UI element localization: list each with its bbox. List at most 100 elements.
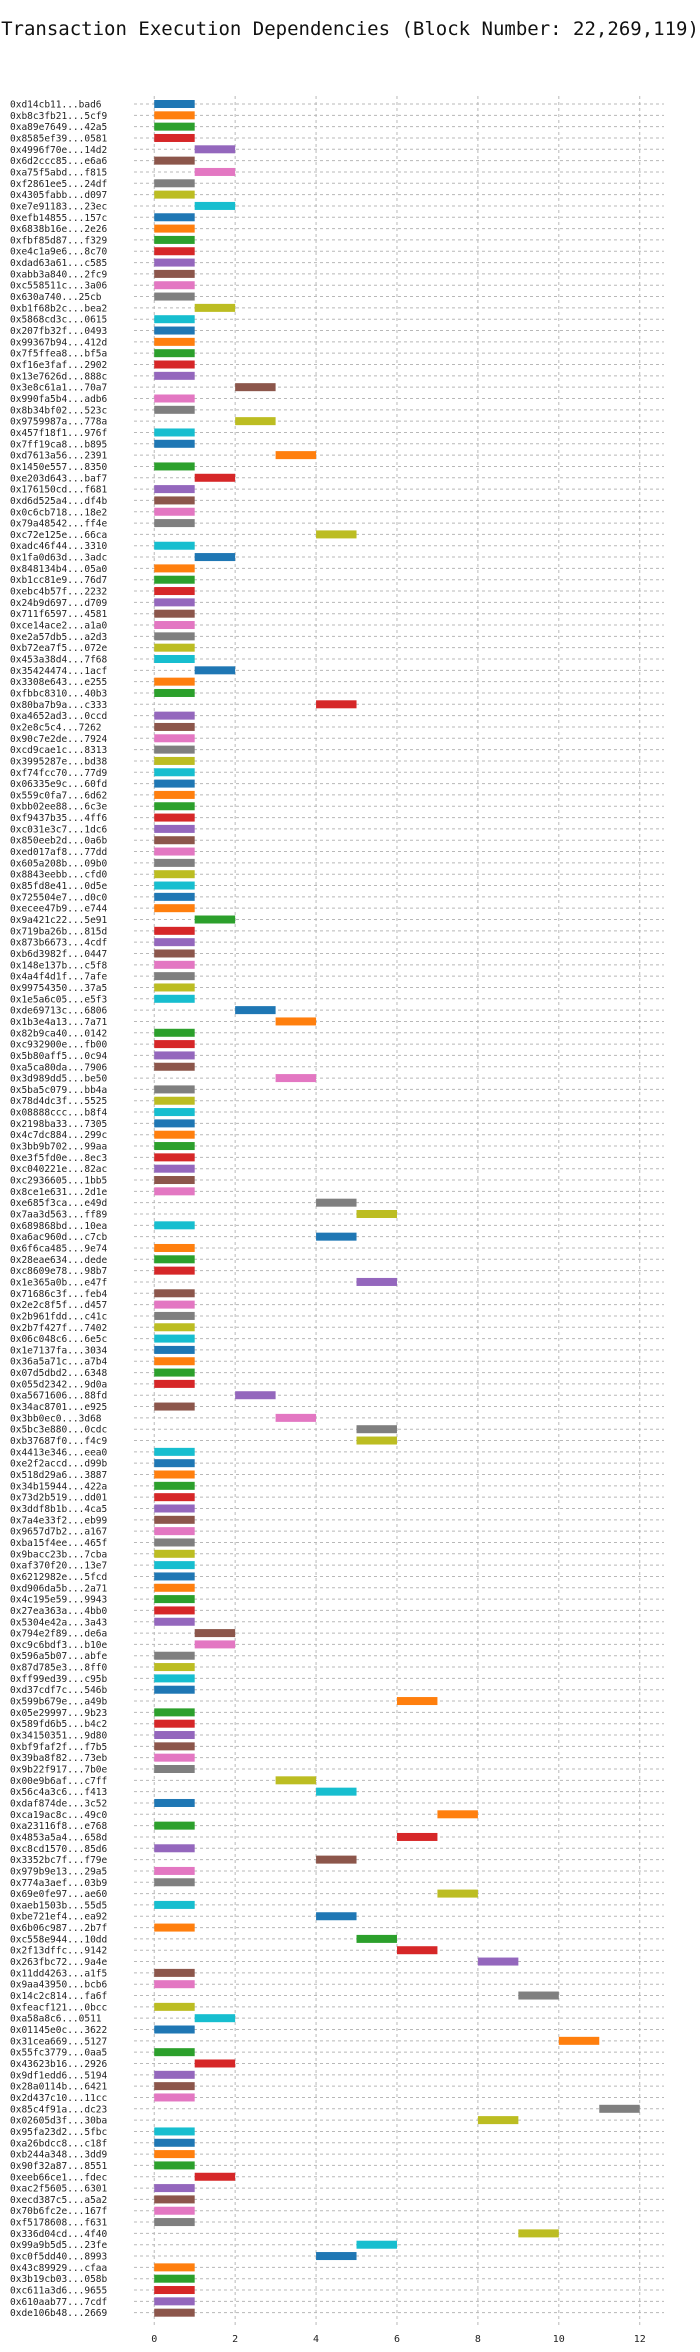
y-tick-label: 0x3995287e...bd38 xyxy=(10,756,108,767)
y-tick-label: 0x589fd6b5...b4c2 xyxy=(10,1719,107,1730)
y-tick-label: 0xeeb66ce1...fdec xyxy=(10,2172,107,2183)
tx-bar xyxy=(194,666,236,675)
y-tick-label: 0x9657d7b2...a167 xyxy=(10,1527,107,1538)
y-tick-label: 0x85fd8e41...0d5e xyxy=(10,881,108,892)
y-tick-label: 0x00e9b6af...c7ff xyxy=(10,1776,107,1787)
tx-bar xyxy=(154,1617,195,1626)
tx-bar xyxy=(154,394,195,403)
tx-bar xyxy=(154,655,195,663)
y-tick-label: 0xa5ca80da...7906 xyxy=(10,1062,108,1073)
y-tick-label: 0xd37cdf7c...546b xyxy=(10,1685,108,1696)
y-tick-label: 0xc932900e...fb00 xyxy=(10,1040,108,1051)
y-tick-label: 0xb1cc81e9...76d7 xyxy=(10,575,107,586)
tx-bar xyxy=(154,1504,195,1513)
y-tick-label: 0x99754350...37a5 xyxy=(10,983,107,994)
y-tick-label: 0x7aa3d563...ff89 xyxy=(10,1210,108,1221)
y-tick-label: 0x559c0fa7...6d62 xyxy=(10,790,107,801)
y-tick-label: 0xc031e3c7...1dc6 xyxy=(10,824,108,835)
y-tick-label: 0x82b9ca40...0142 xyxy=(10,1028,107,1039)
y-tick-label: 0x2b961fdd...c41c xyxy=(10,1311,107,1322)
tx-bar xyxy=(154,100,195,108)
tx-bar xyxy=(154,938,195,947)
y-tick-label: 0xe2f2accd...d99b xyxy=(10,1459,108,1470)
x-tick-label: 0 xyxy=(151,2334,157,2345)
y-tick-label: 0x85c4f91a...dc23 xyxy=(10,2104,107,2115)
y-tick-label: 0x6b06c987...2b7f xyxy=(10,1923,107,1934)
y-tick-label: 0x3e8c61a1...70a7 xyxy=(10,383,107,394)
tx-bar xyxy=(154,1153,195,1162)
tx-bar xyxy=(194,2172,236,2181)
tx-bar xyxy=(154,1765,195,1773)
y-tick-label: 0xb8c3fb21...5cf9 xyxy=(10,111,108,122)
y-tick-label: 0xb72ea7f5...072e xyxy=(10,643,108,654)
tx-bar xyxy=(154,1357,195,1366)
tx-bar xyxy=(154,1685,195,1694)
y-tick-label: 0xba15f4ee...465f xyxy=(10,1538,107,1549)
y-tick-label: 0x9df1edd6...5194 xyxy=(10,2070,108,2081)
y-tick-label: 0x69e0fe97...ae60 xyxy=(10,1889,108,1900)
y-tick-label: 0x08888ccc...b8f4 xyxy=(10,1108,108,1119)
y-tick-label: 0x1e365a0b...e47f xyxy=(10,1277,107,1288)
y-tick-label: 0x7ff19ca8...b895 xyxy=(10,439,107,450)
tx-bar xyxy=(154,756,195,765)
tx-bar xyxy=(396,1832,438,1841)
tx-bar xyxy=(194,145,236,154)
tx-bar xyxy=(477,1957,519,1966)
tx-bar xyxy=(154,213,195,222)
y-tick-label: 0x3352bc7f...f79e xyxy=(10,1855,108,1866)
y-tick-label: 0x7f5ffea8...bf5a xyxy=(10,349,107,360)
y-tick-label: 0x78d4dc3f...5525 xyxy=(10,1096,107,1107)
tx-bar xyxy=(154,734,195,743)
y-tick-label: 0x1fa0d63d...3adc xyxy=(10,553,107,564)
tx-bar xyxy=(154,371,195,380)
tx-bar xyxy=(154,1062,195,1071)
tx-bar xyxy=(154,2274,195,2283)
y-tick-label: 0xfbf85d87...f329 xyxy=(10,235,108,246)
y-tick-label: 0x774a3aef...03b9 xyxy=(10,1878,108,1889)
tx-bar xyxy=(154,1663,195,1672)
y-tick-label: 0xe7e91183...23ec xyxy=(10,201,107,212)
tx-bar xyxy=(194,303,236,312)
tx-bar xyxy=(154,1368,195,1377)
tx-bar xyxy=(154,564,195,573)
y-tick-label: 0xbf9faf2f...f7b5 xyxy=(10,1742,107,1753)
tx-bar xyxy=(154,2195,195,2204)
tx-bar xyxy=(154,1243,195,1252)
y-tick-label: 0x87d785e3...8ff0 xyxy=(10,1663,108,1674)
tx-bar xyxy=(316,700,357,709)
y-tick-label: 0xabb3a840...2fc9 xyxy=(10,269,108,280)
y-tick-label: 0x27ea363a...4bb0 xyxy=(10,1606,108,1617)
tx-bar xyxy=(154,1844,195,1853)
tx-bar xyxy=(154,269,195,278)
tx-bar xyxy=(154,111,195,120)
y-tick-label: 0xc0f5dd40...8993 xyxy=(10,2252,107,2263)
tx-bar xyxy=(154,1119,195,1128)
y-tick-label: 0x34ac8701...e925 xyxy=(10,1402,107,1413)
tx-bar xyxy=(154,1470,195,1479)
y-tick-label: 0x13e7626d...888c xyxy=(10,371,107,382)
y-tick-label: 0x8b34bf02...523c xyxy=(10,405,107,416)
tx-bar xyxy=(194,473,236,482)
tx-bar xyxy=(154,541,195,550)
y-tick-label: 0x8ce1e631...2d1e xyxy=(10,1187,108,1198)
tx-bar xyxy=(154,881,195,890)
tx-bar xyxy=(154,1481,195,1490)
tx-bar xyxy=(437,1810,478,1819)
y-tick-label: 0xb37687f0...f4c9 xyxy=(10,1436,108,1447)
tx-bar xyxy=(154,405,195,414)
tx-bar xyxy=(154,1187,195,1196)
tx-bar xyxy=(154,643,195,652)
tx-bar xyxy=(194,2059,236,2068)
y-tick-label: 0xfbbc8310...40b3 xyxy=(10,688,107,699)
tx-bar xyxy=(154,1651,195,1660)
y-tick-label: 0xde106b48...2669 xyxy=(10,2308,108,2319)
y-tick-label: 0x1b3e4a13...7a71 xyxy=(10,1017,108,1028)
y-tick-label: 0x1e5a6c05...e5f3 xyxy=(10,994,107,1005)
y-tick-label: 0x11dd4263...a1f5 xyxy=(10,1968,107,1979)
x-tick-label: 12 xyxy=(634,2334,646,2345)
tx-bar xyxy=(154,994,195,1003)
tx-bar xyxy=(154,1345,195,1354)
y-tick-label: 0x35424474...1acf xyxy=(10,666,107,677)
tx-bar xyxy=(154,598,195,607)
